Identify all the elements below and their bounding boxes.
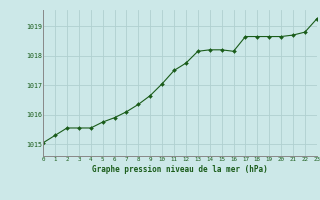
X-axis label: Graphe pression niveau de la mer (hPa): Graphe pression niveau de la mer (hPa) [92, 165, 268, 174]
